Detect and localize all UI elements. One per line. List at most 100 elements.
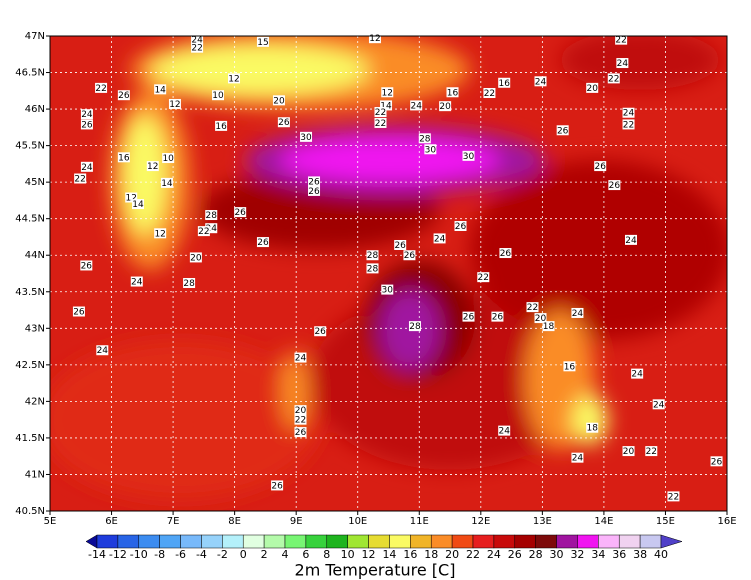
y-tick-label: 46N <box>25 104 45 115</box>
station-box <box>197 226 210 237</box>
station-box <box>314 326 327 337</box>
colorbar-bin <box>493 534 516 549</box>
x-tick-label: 9E <box>290 516 303 527</box>
colorbar-bin <box>514 534 536 549</box>
station-box <box>125 192 138 203</box>
station-value: 24 <box>535 77 547 87</box>
colorbar-label: 10 <box>341 548 355 561</box>
station-box <box>615 34 628 45</box>
station-box <box>403 250 416 261</box>
colorbar-bin <box>117 534 140 549</box>
station-value: 20 <box>190 253 202 263</box>
station-box <box>710 456 723 467</box>
colorbar-high <box>660 534 683 549</box>
station-box <box>477 272 490 283</box>
station-value: 20 <box>439 102 451 112</box>
station-value: 22 <box>295 416 306 426</box>
station-value: 12 <box>154 229 165 239</box>
y-tick-label: 44.5N <box>15 214 45 225</box>
station-box <box>74 173 87 184</box>
colorbar-bin <box>639 534 662 549</box>
x-tick-label: 16E <box>717 516 736 527</box>
station-box <box>622 119 635 130</box>
station-value: 30 <box>382 286 394 296</box>
station-box <box>534 76 547 87</box>
x-tick-label: 10E <box>348 516 367 527</box>
station-value: 24 <box>498 427 510 437</box>
colorbar-bin <box>598 534 620 549</box>
colorbar-bin <box>430 534 453 549</box>
y-tick-label: 41N <box>25 469 45 480</box>
station-box <box>652 399 665 410</box>
station-box <box>294 414 307 425</box>
station-value: 12 <box>126 194 137 204</box>
colorbar-bin <box>201 534 223 549</box>
colorbar-bin <box>305 534 328 549</box>
y-tick-label: 40.5N <box>15 506 45 517</box>
station-value: 26 <box>394 241 406 251</box>
station-value: 12 <box>169 100 180 110</box>
station-value: 26 <box>594 162 606 172</box>
station-value: 12 <box>382 88 393 98</box>
colorbar-label: 6 <box>302 548 309 561</box>
colorbar: -14 -12 -10 -8 -6 -4 -2 0 2 4 6 8 10 12 14 16 18 20 22 24 26… <box>85 534 683 561</box>
station-value: 30 <box>425 145 437 155</box>
station-value: 22 <box>198 227 209 237</box>
x-tick-label: 7E <box>167 516 180 527</box>
station-box <box>366 250 379 261</box>
station-value: 30 <box>300 133 312 143</box>
station-value: 26 <box>234 208 246 218</box>
station-box <box>586 82 599 93</box>
station-value: 14 <box>380 101 392 111</box>
station-value: 22 <box>646 447 657 457</box>
station-box <box>418 133 431 144</box>
station-box <box>424 144 437 155</box>
station-box <box>234 207 247 218</box>
station-box <box>381 87 394 98</box>
station-box <box>228 73 241 84</box>
station-box <box>212 90 225 101</box>
station-value: 22 <box>608 74 619 84</box>
colorbar-bin <box>138 534 160 549</box>
station-value: 22 <box>623 120 634 130</box>
station-box <box>168 98 181 109</box>
station-value: 26 <box>500 249 512 259</box>
colorbar-label: 38 <box>633 548 647 561</box>
station-value: 24 <box>81 163 93 173</box>
station-value: 20 <box>273 96 285 106</box>
station-box <box>645 446 658 457</box>
station-box <box>381 284 394 295</box>
station-value: 24 <box>625 236 637 246</box>
colorbar-label: -8 <box>154 548 165 561</box>
station-value: 28 <box>183 279 195 289</box>
station-box <box>586 422 599 433</box>
station-box <box>622 107 635 118</box>
station-value: 18 <box>543 322 555 332</box>
station-box <box>571 307 584 318</box>
station-value: 12 <box>228 74 239 84</box>
station-box <box>462 150 475 161</box>
station-value: 20 <box>535 314 547 324</box>
station-box <box>72 306 85 317</box>
station-box <box>374 117 387 128</box>
station-value: 24 <box>191 36 203 46</box>
station-box <box>117 152 130 163</box>
station-box <box>454 221 467 231</box>
station-box <box>277 117 290 128</box>
station-value: 24 <box>617 59 629 69</box>
station-value: 24 <box>572 454 584 464</box>
station-value: 26 <box>295 428 307 438</box>
colorbar-bin <box>535 534 557 549</box>
colorbar-bin <box>263 534 286 549</box>
station-box <box>556 125 569 136</box>
station-value: 20 <box>623 447 635 457</box>
station-box <box>462 311 475 322</box>
station-box <box>191 42 204 53</box>
colorbar-label: 30 <box>550 548 564 561</box>
station-value: 24 <box>572 309 584 319</box>
station-value: 28 <box>419 134 431 144</box>
station-box <box>622 446 635 457</box>
colorbar-bin <box>284 534 307 549</box>
y-tick-label: 45.5N <box>15 141 45 152</box>
